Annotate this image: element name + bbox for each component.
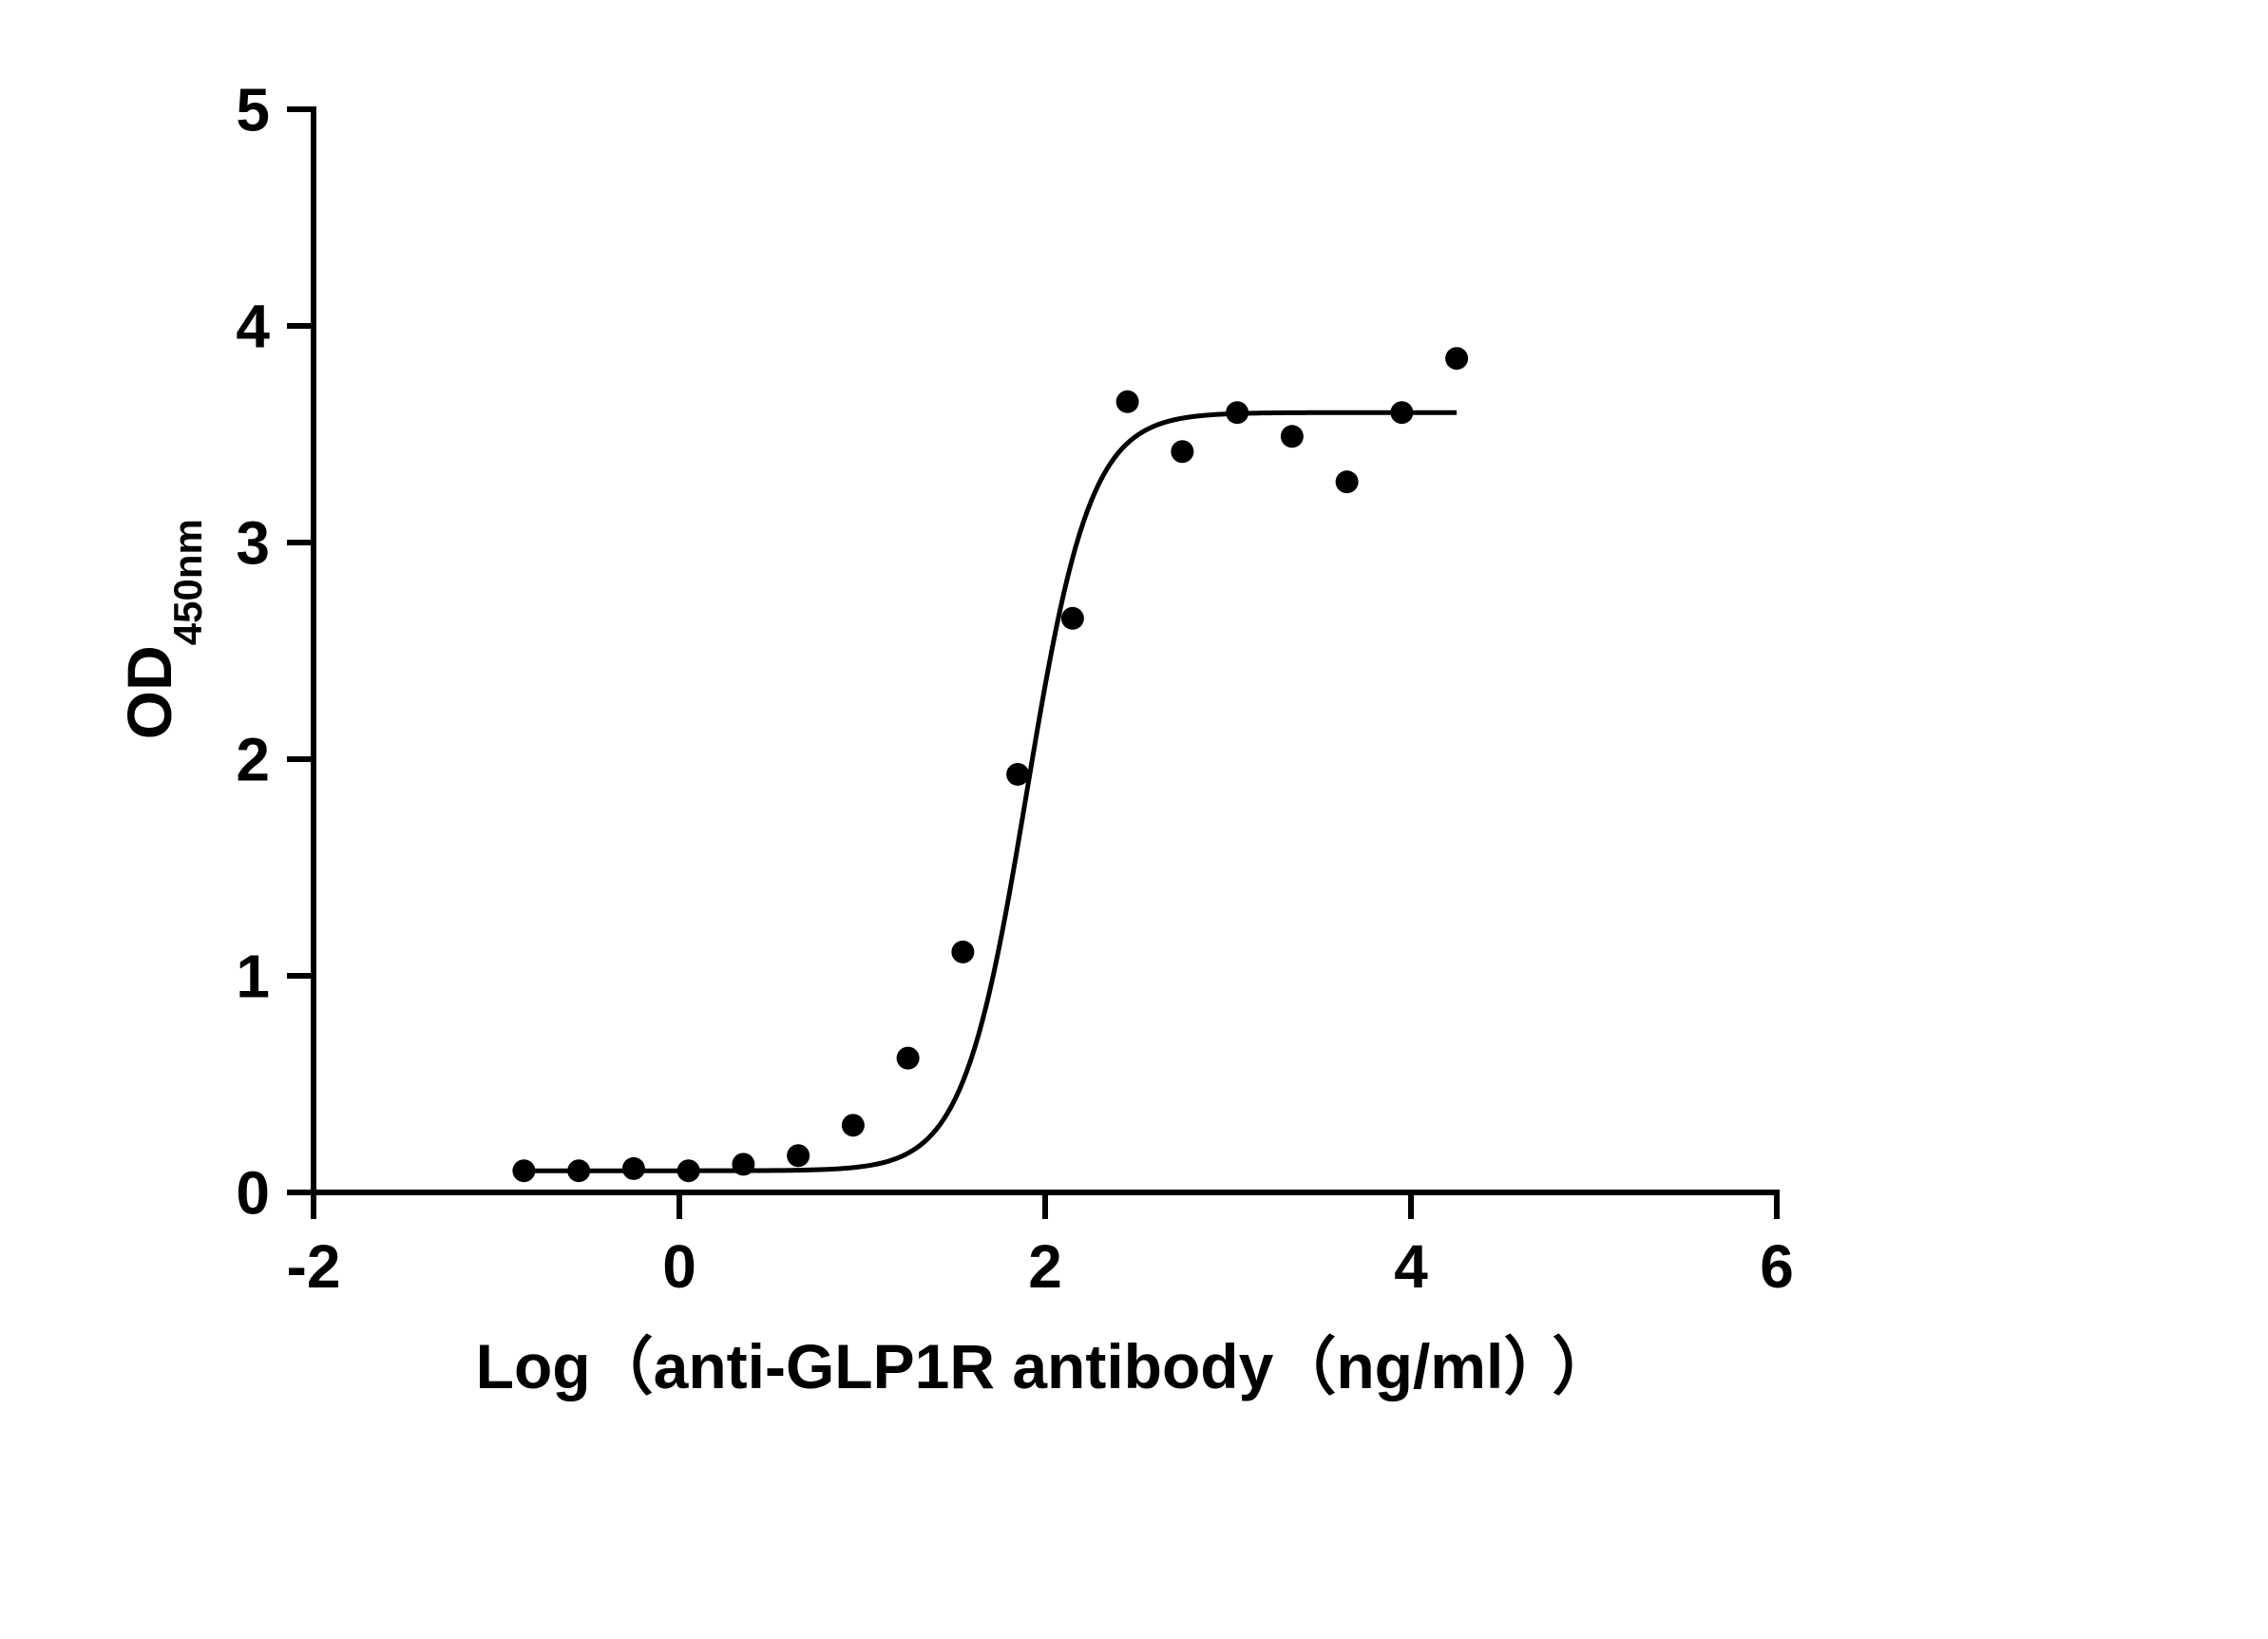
x-ticks: -2 0 2 4 6 (287, 1192, 1794, 1301)
y-axis-label-sub: 450nm (165, 519, 210, 645)
y-tick-label: 3 (236, 508, 270, 577)
y-tick-label: 2 (236, 725, 270, 793)
data-point (1061, 607, 1084, 630)
data-point (1445, 347, 1468, 370)
x-axis-label-open: （ (591, 1331, 654, 1401)
chart-container: -20246 012345 OD450nm Log（anti-GLP1R ant… (0, 0, 2268, 1639)
x-axis-label-inner-text: ng/ml (1336, 1331, 1503, 1401)
y-axis-label-main: OD (114, 645, 184, 739)
y-tick-label: 4 (236, 292, 270, 360)
data-point (1281, 425, 1304, 448)
data-point (1116, 391, 1139, 413)
data-point (512, 1159, 535, 1182)
data-point (1171, 440, 1193, 463)
x-tick-label: 0 (662, 1232, 696, 1301)
data-point (1226, 401, 1248, 424)
scatter-points (512, 347, 1468, 1182)
x-axis-label-mid: anti-GLP1R antibody (654, 1331, 1274, 1401)
data-point (567, 1159, 590, 1182)
y-tick-label: 1 (236, 942, 270, 1010)
x-axis-label-close: ） (1552, 1331, 1614, 1401)
y-axis-label: OD450nm (114, 519, 210, 739)
data-point (1390, 401, 1413, 424)
data-point (787, 1144, 810, 1167)
data-point (1006, 763, 1029, 786)
axes (311, 106, 1780, 1195)
data-point (622, 1157, 645, 1180)
data-point (677, 1159, 700, 1182)
data-point (842, 1114, 865, 1136)
y-ticks: 0 1 2 3 4 5 (236, 75, 314, 1227)
x-axis-label-inner-open: （ (1273, 1331, 1336, 1401)
x-tick-label: 2 (1028, 1232, 1062, 1301)
fit-curve (524, 412, 1457, 1171)
data-point (897, 1047, 920, 1070)
data-point (732, 1153, 754, 1175)
y-tick-label: 5 (236, 75, 270, 143)
x-tick-label: -2 (287, 1232, 341, 1301)
x-axis-label-inner-close: ） (1503, 1331, 1534, 1401)
dose-response-chart: -20246 012345 OD450nm Log（anti-GLP1R ant… (0, 0, 2268, 1639)
x-tick-label: 4 (1394, 1232, 1428, 1301)
y-tick-label: 0 (236, 1158, 270, 1227)
x-tick-label: 6 (1760, 1232, 1794, 1301)
x-axis-label-prefix: Log (476, 1331, 591, 1401)
data-point (951, 941, 974, 963)
data-point (1336, 470, 1359, 493)
x-axis-label: Log（anti-GLP1R antibody（ng/ml）） (476, 1331, 1615, 1401)
